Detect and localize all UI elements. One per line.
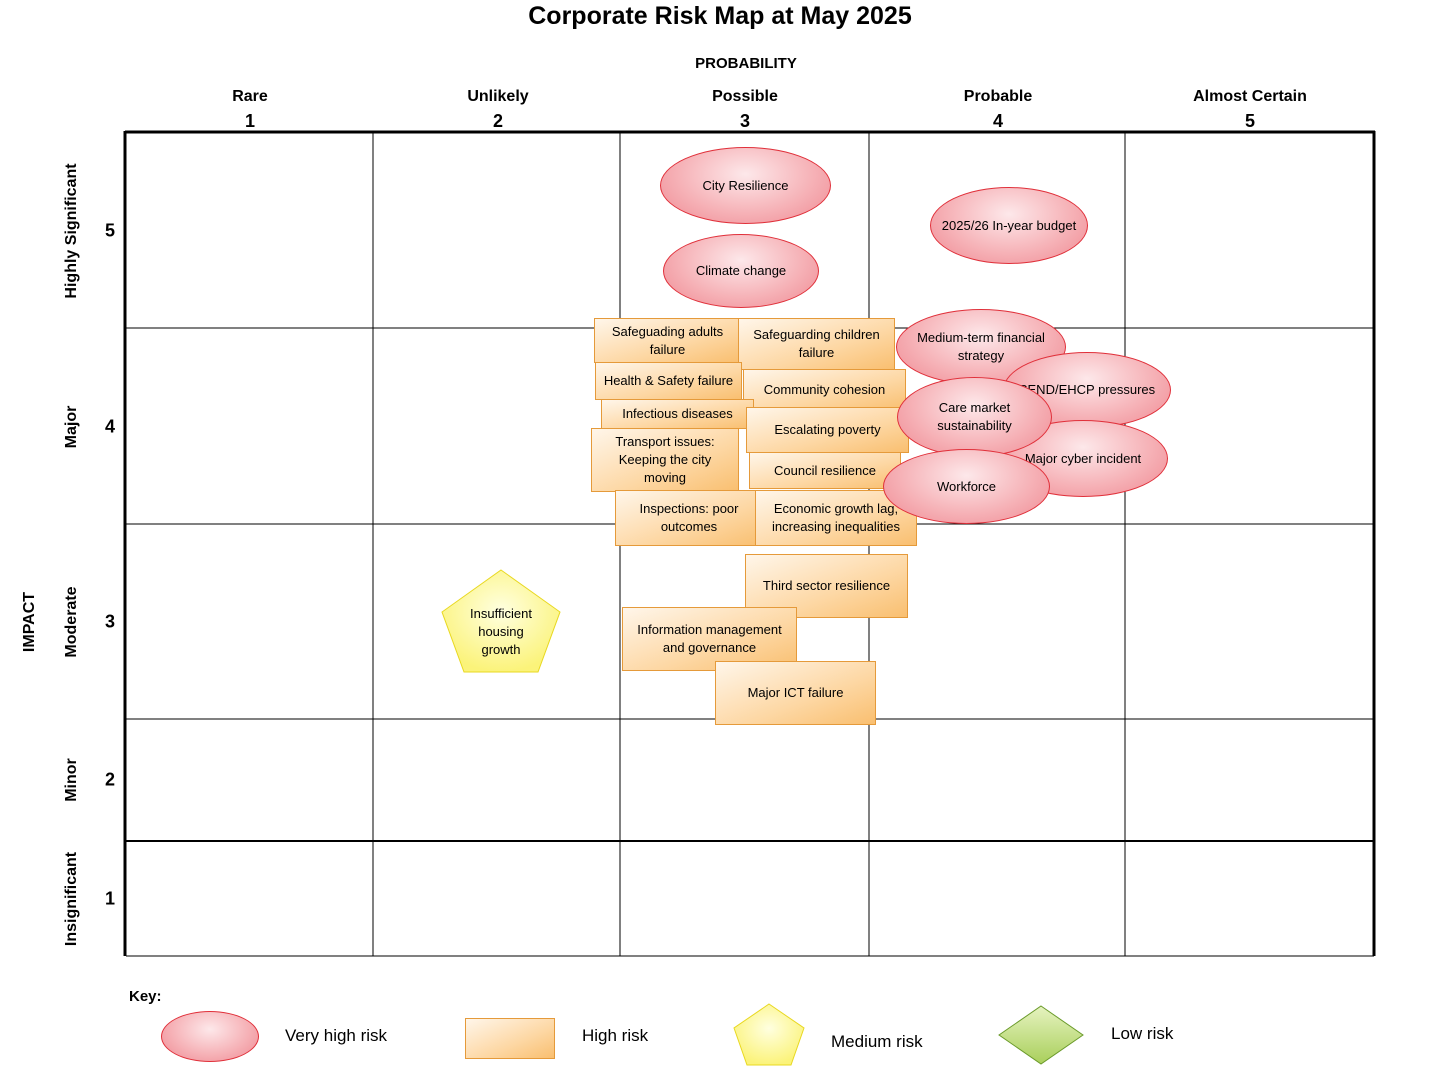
risk-council-resilience: Council resilience: [749, 452, 901, 489]
column-header-number: 5: [1244, 111, 1255, 131]
risk-label: Insufficient housing growth: [470, 606, 532, 657]
key-medium-label: Medium risk: [831, 1032, 923, 1051]
probability-axis-label: PROBABILITY: [695, 55, 797, 72]
column-header-label: Possible: [712, 88, 778, 105]
risk-safeguarding-adults: Safeguading adults failure: [594, 318, 741, 363]
column-header-almost-certain: Almost Certain 5: [1150, 85, 1350, 133]
column-header-number: 4: [992, 111, 1003, 131]
risk-inspections: Inspections: poor outcomes: [615, 490, 763, 546]
key-very-high-label: Very high risk: [285, 1026, 388, 1045]
column-header-label: Probable: [963, 88, 1033, 105]
key-low-swatch: [998, 1005, 1084, 1065]
column-header-unlikely: Unlikely 2: [398, 85, 598, 133]
row-number: 1: [104, 888, 115, 909]
risk-city-resilience: City Resilience: [660, 147, 831, 224]
column-header-number: 2: [492, 111, 503, 131]
risk-health-safety: Health & Safety failure: [595, 362, 742, 400]
column-header-probable: Probable 4: [898, 85, 1098, 133]
risk-inyear-budget: 2025/26 In-year budget: [930, 187, 1088, 264]
risk-workforce: Workforce: [883, 449, 1050, 524]
key-title: Key:: [129, 988, 162, 1005]
key-high-swatch: [465, 1018, 555, 1059]
key-medium-swatch: [733, 1003, 805, 1066]
column-header-label: Almost Certain: [1193, 88, 1307, 105]
key-high-label: High risk: [582, 1026, 649, 1045]
risk-infectious-diseases: Infectious diseases: [601, 399, 754, 429]
column-header-possible: Possible 3: [645, 85, 845, 133]
column-header-label: Unlikely: [467, 88, 529, 105]
risk-care-market: Care market sustainability: [897, 377, 1052, 457]
risk-major-ict-failure: Major ICT failure: [715, 661, 876, 725]
column-header-number: 1: [244, 111, 255, 131]
pentagon-shape: [441, 569, 561, 673]
row-number: 2: [104, 769, 115, 790]
risk-information-management: Information management and governance: [622, 607, 797, 671]
row-number: 5: [104, 220, 115, 241]
risk-insufficient-housing: Insufficient housing growth: [440, 569, 562, 674]
risk-community-cohesion: Community cohesion: [743, 369, 906, 411]
row-number: 3: [104, 611, 115, 632]
risk-transport-issues: Transport issues: Keeping the city movin…: [591, 428, 739, 492]
column-header-rare: Rare 1: [150, 85, 350, 133]
column-header-label: Rare: [232, 88, 268, 105]
key-very-high-swatch: [161, 1011, 259, 1062]
key-low-label: Low risk: [1111, 1024, 1174, 1043]
column-header-number: 3: [739, 111, 750, 131]
page-title: Corporate Risk Map at May 2025: [528, 2, 912, 30]
risk-escalating-poverty: Escalating poverty: [746, 407, 909, 453]
risk-climate-change: Climate change: [663, 234, 819, 308]
row-number: 4: [104, 416, 115, 437]
risk-safeguarding-children: Safeguarding children failure: [738, 318, 895, 370]
